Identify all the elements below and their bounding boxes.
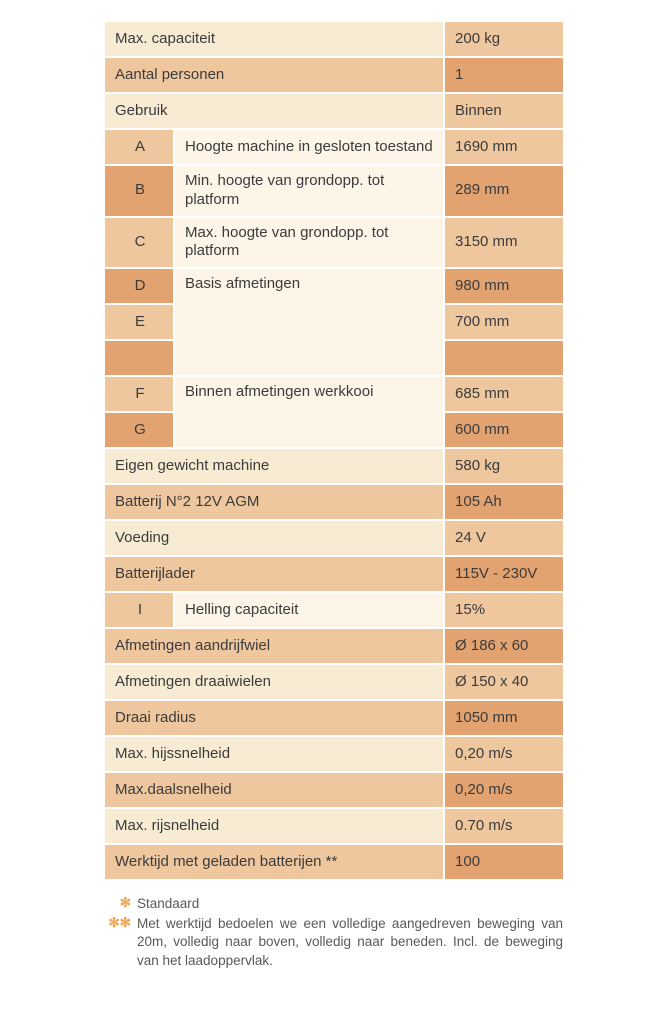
spec-label: Afmetingen draaiwielen	[104, 664, 444, 700]
footnote-text: Met werktijd bedoelen we een volledige a…	[137, 915, 563, 970]
spec-label: Basis afmetingen	[174, 268, 444, 376]
footnote-1: ✻ Standaard	[103, 895, 563, 913]
footnote-mark: ✻	[103, 895, 137, 911]
spec-letter	[104, 340, 174, 376]
spec-label: Gebruik	[104, 93, 444, 129]
spec-value: 600 mm	[444, 412, 564, 448]
spec-label: Hoogte machine in gesloten toestand	[174, 129, 444, 165]
table-row: Batterijlader 115V - 230V	[104, 556, 564, 592]
spec-label: Max. hoogte van grondopp. tot platform	[174, 217, 444, 269]
spec-value: 580 kg	[444, 448, 564, 484]
table-row: Batterij N°2 12V AGM 105 Ah	[104, 484, 564, 520]
spec-value: 15%	[444, 592, 564, 628]
table-row: Max. rijsnelheid 0.70 m/s	[104, 808, 564, 844]
table-row: Max. capaciteit 200 kg	[104, 21, 564, 57]
spec-letter: A	[104, 129, 174, 165]
footnote-mark: ✻✻	[103, 915, 137, 931]
spec-value: Ø 150 x 40	[444, 664, 564, 700]
spec-letter: I	[104, 592, 174, 628]
spec-letter: F	[104, 376, 174, 412]
spec-value: 1690 mm	[444, 129, 564, 165]
spec-value: Ø 186 x 60	[444, 628, 564, 664]
spec-value: 200 kg	[444, 21, 564, 57]
spec-value: 685 mm	[444, 376, 564, 412]
spec-value: 115V - 230V	[444, 556, 564, 592]
spec-value: 980 mm	[444, 268, 564, 304]
table-row: Draai radius 1050 mm	[104, 700, 564, 736]
footnote-2: ✻✻ Met werktijd bedoelen we een volledig…	[103, 915, 563, 970]
spec-label: Binnen afmetingen werkkooi	[174, 376, 444, 448]
table-row: A Hoogte machine in gesloten toestand 16…	[104, 129, 564, 165]
spec-letter: B	[104, 165, 174, 217]
spec-value: 289 mm	[444, 165, 564, 217]
spec-label: Afmetingen aandrijfwiel	[104, 628, 444, 664]
spec-label: Max. capaciteit	[104, 21, 444, 57]
spec-label: Batterijlader	[104, 556, 444, 592]
spec-label: Aantal personen	[104, 57, 444, 93]
table-row: Eigen gewicht machine 580 kg	[104, 448, 564, 484]
spec-label: Werktijd met geladen batterijen **	[104, 844, 444, 880]
spec-value: 100	[444, 844, 564, 880]
spec-value: 0,20 m/s	[444, 736, 564, 772]
spec-label: Eigen gewicht machine	[104, 448, 444, 484]
spec-value	[444, 340, 564, 376]
spec-label: Draai radius	[104, 700, 444, 736]
table-row: Gebruik Binnen	[104, 93, 564, 129]
footnotes: ✻ Standaard ✻✻ Met werktijd bedoelen we …	[103, 895, 563, 970]
spec-value: 0,20 m/s	[444, 772, 564, 808]
spec-label: Batterij N°2 12V AGM	[104, 484, 444, 520]
spec-label: Helling capaciteit	[174, 592, 444, 628]
spec-label: Voeding	[104, 520, 444, 556]
spec-value: 700 mm	[444, 304, 564, 340]
spec-value: 3150 mm	[444, 217, 564, 269]
spec-value: 24 V	[444, 520, 564, 556]
table-row: Max. hijssnelheid 0,20 m/s	[104, 736, 564, 772]
table-row: Afmetingen draaiwielen Ø 150 x 40	[104, 664, 564, 700]
footnote-text: Standaard	[137, 895, 563, 913]
spec-letter: G	[104, 412, 174, 448]
table-row: I Helling capaciteit 15%	[104, 592, 564, 628]
spec-value: 1	[444, 57, 564, 93]
table-row: B Min. hoogte van grondopp. tot platform…	[104, 165, 564, 217]
spec-value: Binnen	[444, 93, 564, 129]
spec-label: Min. hoogte van grondopp. tot platform	[174, 165, 444, 217]
spec-value: 105 Ah	[444, 484, 564, 520]
spec-label: Max. rijsnelheid	[104, 808, 444, 844]
spec-value: 1050 mm	[444, 700, 564, 736]
table-row: Werktijd met geladen batterijen ** 100	[104, 844, 564, 880]
spec-value: 0.70 m/s	[444, 808, 564, 844]
table-row: Voeding 24 V	[104, 520, 564, 556]
spec-letter: C	[104, 217, 174, 269]
table-row: Aantal personen 1	[104, 57, 564, 93]
table-row: F Binnen afmetingen werkkooi 685 mm	[104, 376, 564, 412]
table-row: Afmetingen aandrijfwiel Ø 186 x 60	[104, 628, 564, 664]
spec-label: Max.daalsnelheid	[104, 772, 444, 808]
table-row: C Max. hoogte van grondopp. tot platform…	[104, 217, 564, 269]
spec-table: Max. capaciteit 200 kg Aantal personen 1…	[103, 20, 565, 881]
spec-label: Max. hijssnelheid	[104, 736, 444, 772]
table-row: Max.daalsnelheid 0,20 m/s	[104, 772, 564, 808]
table-row: D Basis afmetingen 980 mm	[104, 268, 564, 304]
spec-letter: D	[104, 268, 174, 304]
spec-letter: E	[104, 304, 174, 340]
